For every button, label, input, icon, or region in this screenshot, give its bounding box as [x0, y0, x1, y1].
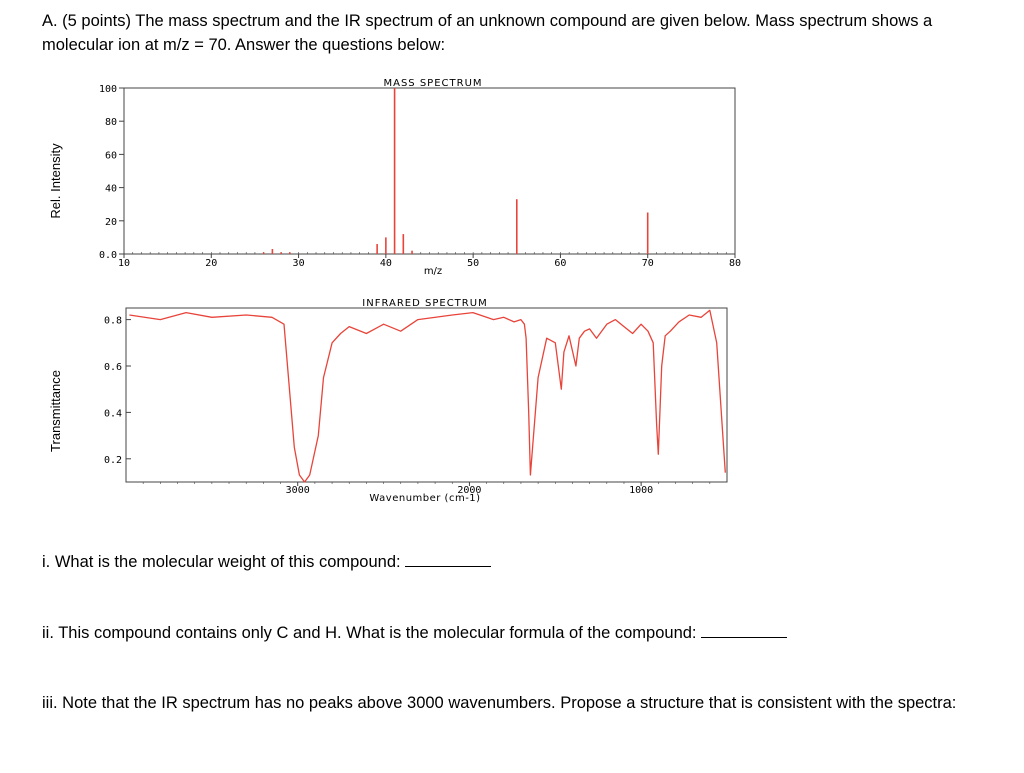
ms-x-tick-label: 40	[380, 258, 392, 269]
answer-blank-2[interactable]	[701, 621, 788, 638]
ms-title: MASS SPECTRUM	[383, 78, 482, 89]
mass-spectrum-chart: MASS SPECTRUM m/z 10 20 30 40 50 60 70 80 100 80 6…	[99, 78, 741, 277]
question-2: ii. This compound contains only C and H.…	[42, 621, 788, 645]
ms-x-tick-label: 80	[729, 258, 741, 269]
ir-y-tick-label: 0.4	[104, 408, 122, 419]
question-1: i. What is the molecular weight of this …	[42, 550, 492, 574]
ir-plot-frame	[125, 307, 728, 483]
ms-x-tick-label: 70	[642, 258, 654, 269]
ms-y-tick-label: 40	[105, 184, 117, 195]
question-2-text: ii. This compound contains only C and H.…	[42, 624, 697, 642]
ms-y-tick-label: 0.0	[99, 250, 117, 261]
question-1-text: i. What is the molecular weight of this …	[42, 553, 401, 571]
ir-side-label: Transmittance	[48, 370, 63, 452]
question-intro: A. (5 points) The mass spectrum and the …	[42, 12, 933, 54]
ms-x-tick-label: 50	[467, 258, 479, 269]
ms-side-label: Rel. Intensity	[48, 143, 63, 219]
ms-x-tick-label: 30	[293, 258, 305, 269]
spectra-figure: Rel. Intensity Transmittance MASS SPECTR…	[48, 78, 741, 504]
ms-y-tick-label: 80	[105, 117, 117, 128]
ir-x-tick-label: 1000	[629, 485, 653, 496]
ms-plot-frame	[123, 87, 736, 255]
ir-y-tick-label: 0.2	[104, 455, 122, 466]
ms-x-tick-label: 60	[554, 258, 566, 269]
ms-y-tick-label: 60	[105, 150, 117, 161]
ms-x-tick-label: 10	[118, 258, 130, 269]
ir-spectrum-chart: INFRARED SPECTRUM Wavenumber (cm-1) 3000…	[104, 298, 728, 504]
ir-title: INFRARED SPECTRUM	[362, 298, 487, 309]
ir-y-tick-label: 0.8	[104, 316, 122, 327]
ir-y-tick-label: 0.6	[104, 362, 122, 373]
ir-spectrum-line	[129, 309, 726, 483]
question-3: iii. Note that the IR spectrum has no pe…	[42, 694, 957, 712]
ir-x-tick-label: 2000	[457, 485, 481, 496]
ir-xlabel: Wavenumber (cm-1)	[369, 493, 480, 504]
ms-y-tick-label: 100	[99, 84, 117, 95]
ir-x-tick-label: 3000	[286, 485, 310, 496]
ms-x-tick-label: 20	[205, 258, 217, 269]
answer-blank-1[interactable]	[405, 550, 492, 567]
ms-y-tick-label: 20	[105, 217, 117, 228]
ms-xlabel: m/z	[424, 266, 442, 277]
